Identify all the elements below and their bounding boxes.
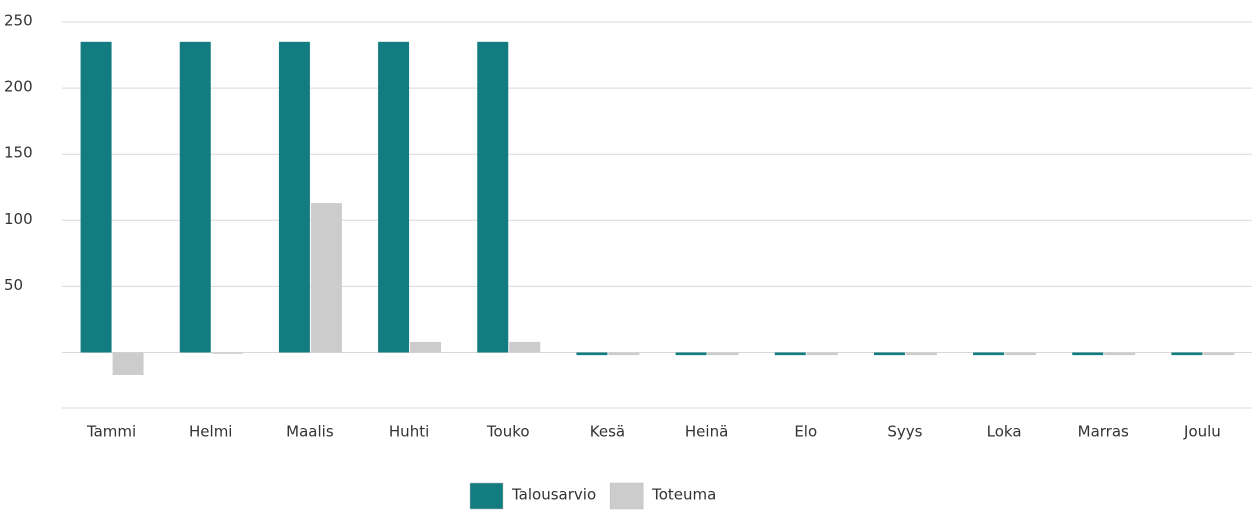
x-tick-label: Huhti bbox=[389, 423, 429, 441]
bar bbox=[410, 341, 442, 353]
bar bbox=[608, 352, 640, 356]
y-tick-label: 250 bbox=[4, 12, 33, 30]
y-tick-label: 200 bbox=[4, 78, 33, 96]
y-tick-label: 50 bbox=[4, 276, 23, 294]
y-tick-label: 100 bbox=[4, 210, 33, 228]
x-tick-label: Helmi bbox=[189, 423, 232, 441]
x-tick-label: Loka bbox=[987, 423, 1022, 441]
x-tick-label: Marras bbox=[1078, 423, 1129, 441]
bar bbox=[1005, 352, 1037, 356]
bar bbox=[112, 352, 144, 375]
bar bbox=[1072, 352, 1104, 356]
bar bbox=[278, 41, 310, 353]
bar bbox=[378, 41, 410, 353]
x-tick-label: Syys bbox=[887, 423, 922, 441]
bar bbox=[1171, 352, 1203, 356]
x-tick-label: Joulu bbox=[1183, 423, 1221, 441]
legend-label: Talousarvio bbox=[511, 486, 596, 504]
y-tick-label: 150 bbox=[4, 144, 33, 162]
bar bbox=[675, 352, 707, 356]
legend-swatch bbox=[609, 482, 644, 510]
legend-label: Toteuma bbox=[651, 486, 716, 504]
x-tick-label: Kesä bbox=[590, 423, 625, 441]
bar bbox=[477, 41, 509, 353]
bar bbox=[509, 341, 541, 353]
bar bbox=[806, 352, 838, 356]
x-tick-label: Elo bbox=[794, 423, 817, 441]
legend-swatch bbox=[469, 482, 504, 510]
bar bbox=[310, 203, 342, 353]
bar bbox=[179, 41, 211, 353]
x-tick-label: Tammi bbox=[86, 423, 136, 441]
x-tick-label: Heinä bbox=[685, 423, 728, 441]
bar bbox=[211, 352, 243, 354]
bar bbox=[905, 352, 937, 356]
bar bbox=[707, 352, 739, 356]
x-tick-label: Maalis bbox=[286, 423, 334, 441]
bar bbox=[80, 41, 112, 353]
bar bbox=[576, 352, 608, 356]
bar bbox=[973, 352, 1005, 356]
bar bbox=[774, 352, 806, 356]
bar bbox=[873, 352, 905, 356]
bar bbox=[1104, 352, 1136, 356]
bar bbox=[1203, 352, 1235, 356]
x-tick-label: Touko bbox=[486, 423, 530, 441]
